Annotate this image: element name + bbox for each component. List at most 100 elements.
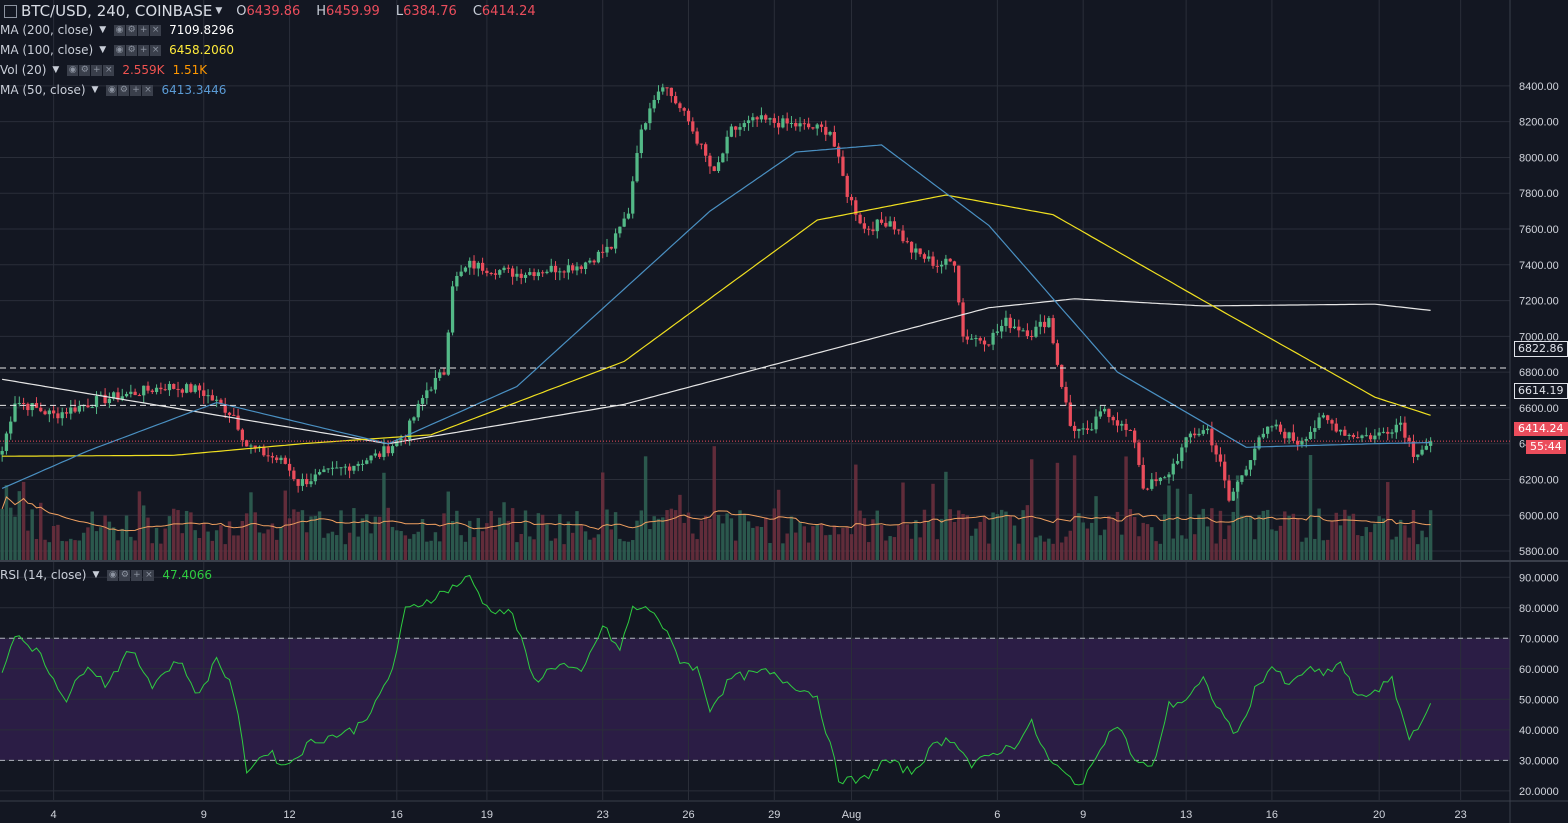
ma100-label[interactable]: MA (100, close) xyxy=(0,43,94,57)
candle-body xyxy=(618,226,622,234)
rsi-dropdown-icon[interactable]: ▼ xyxy=(92,570,100,580)
more-icon[interactable]: + xyxy=(138,24,150,36)
volume-bar xyxy=(352,508,356,560)
volume-bar xyxy=(1394,536,1399,560)
visibility-icon[interactable]: ◉ xyxy=(114,44,126,56)
volume-bar xyxy=(4,485,9,560)
volume-bar xyxy=(184,510,189,560)
candle-body xyxy=(326,468,330,470)
volume-bar xyxy=(948,509,952,560)
volume-bar xyxy=(1270,529,1274,560)
candle-body xyxy=(1347,434,1351,436)
collapse-legend-icon[interactable] xyxy=(4,4,17,18)
candle-body xyxy=(712,166,716,171)
ma50-label[interactable]: MA (50, close) xyxy=(0,83,86,97)
candle-body xyxy=(420,398,425,404)
volume-bar xyxy=(909,538,914,560)
volume-bar xyxy=(806,542,811,560)
candle-body xyxy=(1296,440,1300,445)
candle-body xyxy=(944,258,948,265)
volume-bar xyxy=(412,534,416,560)
visibility-icon[interactable]: ◉ xyxy=(114,24,126,36)
ma100-dropdown-icon[interactable]: ▼ xyxy=(99,45,107,55)
vol-label[interactable]: Vol (20) xyxy=(0,63,47,77)
candle-body xyxy=(369,455,373,461)
candle-body xyxy=(253,445,257,448)
more-icon[interactable]: + xyxy=(131,569,143,581)
volume-bar xyxy=(141,505,146,560)
settings-icon[interactable]: ⚙ xyxy=(119,569,131,581)
close-icon[interactable]: × xyxy=(143,569,155,581)
candle-body xyxy=(154,387,159,393)
volume-bar xyxy=(802,526,807,560)
candle-body xyxy=(180,389,184,393)
volume-bar xyxy=(841,527,845,560)
visibility-icon[interactable]: ◉ xyxy=(67,64,79,76)
symbol-title[interactable]: BTC/USD, 240, COINBASE xyxy=(21,2,213,20)
more-icon[interactable]: + xyxy=(130,84,142,96)
volume-bar xyxy=(223,544,227,560)
volume-bar xyxy=(609,529,614,560)
volume-bar xyxy=(77,540,82,560)
ma50-dropdown-icon[interactable]: ▼ xyxy=(91,85,99,95)
candle-body xyxy=(1364,435,1368,437)
candle-body xyxy=(935,265,939,267)
volume-bar xyxy=(1154,541,1158,560)
candle-body xyxy=(1111,416,1115,421)
candle-body xyxy=(193,385,197,392)
visibility-icon[interactable]: ◉ xyxy=(106,84,118,96)
volume-bar xyxy=(1398,519,1403,560)
volume-bar xyxy=(13,516,17,560)
more-icon[interactable]: + xyxy=(91,64,103,76)
volume-bar xyxy=(1253,539,1257,560)
candle-body xyxy=(159,387,163,390)
close-icon[interactable]: × xyxy=(150,24,162,36)
candle-body xyxy=(1227,480,1231,501)
candle-body xyxy=(648,108,652,124)
candle-body xyxy=(656,91,661,100)
candle-body xyxy=(124,393,129,397)
candle-body xyxy=(1055,343,1060,365)
ma200-label[interactable]: MA (200, close) xyxy=(0,23,94,37)
candle-body xyxy=(982,340,987,345)
candle-body xyxy=(352,465,356,471)
volume-bar xyxy=(695,539,699,560)
candle-body xyxy=(858,214,862,224)
more-icon[interactable]: + xyxy=(138,44,150,56)
volume-bar xyxy=(682,522,686,560)
volume-bar xyxy=(570,532,575,560)
volume-bar xyxy=(39,502,43,560)
candle-body xyxy=(699,143,704,145)
candle-body xyxy=(34,403,39,408)
ma200-dropdown-icon[interactable]: ▼ xyxy=(99,25,107,35)
visibility-icon[interactable]: ◉ xyxy=(107,569,119,581)
candle-body xyxy=(1248,460,1253,470)
volume-bar xyxy=(468,520,472,560)
ohlc-open: O6439.86 xyxy=(236,3,301,19)
settings-icon[interactable]: ⚙ xyxy=(126,44,138,56)
settings-icon[interactable]: ⚙ xyxy=(79,64,91,76)
vol-dropdown-icon[interactable]: ▼ xyxy=(52,65,60,75)
volume-bar xyxy=(665,510,669,560)
settings-icon[interactable]: ⚙ xyxy=(118,84,130,96)
volume-bar xyxy=(875,510,879,560)
candle-body xyxy=(768,118,772,120)
candle-body xyxy=(493,273,498,275)
volume-bar xyxy=(425,541,429,560)
volume-bar xyxy=(493,529,498,560)
candle-body xyxy=(433,377,438,390)
settings-icon[interactable]: ⚙ xyxy=(126,24,138,36)
candle-body xyxy=(240,429,245,441)
volume-bar xyxy=(588,539,592,560)
candle-body xyxy=(631,181,635,214)
close-icon[interactable]: × xyxy=(150,44,162,56)
rsi-label[interactable]: RSI (14, close) xyxy=(0,568,87,582)
volume-bar xyxy=(1257,515,1261,560)
volume-bar xyxy=(1373,523,1377,560)
close-icon[interactable]: × xyxy=(103,64,115,76)
close-icon[interactable]: × xyxy=(142,84,154,96)
candle-body xyxy=(905,241,909,243)
symbol-dropdown-icon[interactable]: ▼ xyxy=(215,6,223,16)
volume-bar xyxy=(532,539,536,560)
